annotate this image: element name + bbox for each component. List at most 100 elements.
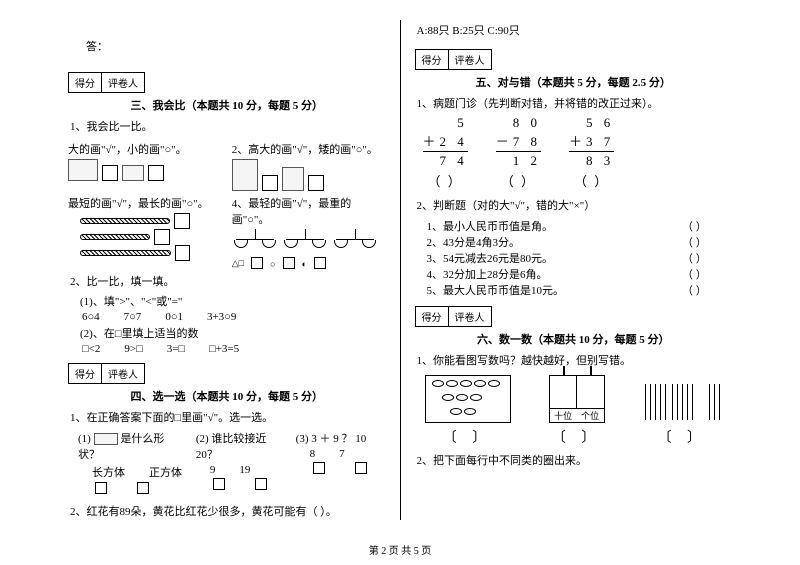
cuboid-icon <box>94 433 118 445</box>
tiger-icon <box>232 159 258 191</box>
judge-item: 2、43分是4角3分。 <box>427 234 683 250</box>
answer-box[interactable] <box>251 257 263 269</box>
answer-box[interactable] <box>137 482 149 494</box>
arith-a: 5 <box>423 115 468 131</box>
rope-icon <box>80 250 171 256</box>
judge-item: 4、32分加上28分是6角。 <box>427 266 683 282</box>
answer-box[interactable] <box>175 245 190 261</box>
q4-sub-row: (1) 是什么形状？ 长方体 正方体 (2) 谁比较接近20？ 9 19 <box>78 430 386 496</box>
q4-sub1-opts: 长方体 正方体 <box>92 464 186 480</box>
judge-blank[interactable]: （ ） <box>682 282 732 298</box>
rope-icon <box>80 218 170 224</box>
arith-b: ＋2 4 <box>423 131 468 150</box>
score-box-4: 得分 评卷人 <box>68 363 145 384</box>
place-value-icon: 十位个位 <box>549 375 605 423</box>
answer-bracket[interactable]: 〔 〕 <box>549 427 605 447</box>
q4-sub2-opts: 9 19 <box>210 464 286 476</box>
judge-blank[interactable]: （ ） <box>682 218 732 234</box>
balance-icon <box>282 229 328 255</box>
grader-cell: 评卷人 <box>102 364 144 383</box>
answer-box[interactable] <box>213 478 225 490</box>
section-5-title: 五、对与错（本题共 5 分，每题 2.5 分） <box>415 74 733 90</box>
arith-r: 7 4 <box>423 151 468 169</box>
opt: 19 <box>239 464 250 476</box>
judge-blank[interactable]: （ ） <box>682 250 732 266</box>
q4-1: 1、在正确答案下面的□里画"√"。选一选。 <box>70 410 386 427</box>
judge-item: 1、最小人民币币值是角。 <box>427 218 683 234</box>
answer-box[interactable] <box>313 462 325 474</box>
q3-2-1-items: 6○4 7○7 0○1 3+3○9 <box>82 311 386 323</box>
animals-row <box>232 159 386 191</box>
arith-r: 8 3 <box>569 151 614 169</box>
answer-bracket[interactable]: 〔 〕 <box>425 427 511 447</box>
paren[interactable]: （ ） <box>423 171 468 190</box>
mc-choices: A:88只 B:25只 C:90只 <box>417 23 733 40</box>
page-footer: 第 2 页 共 5 页 <box>0 542 800 557</box>
q5-2: 2、判断题（对的大"√"，错的大"×"） <box>417 198 733 215</box>
q3-2: 2、比一比，填一填。 <box>70 274 386 291</box>
opt: 正方体 <box>149 464 182 480</box>
arith-3: 5 6 ＋3 7 8 3 （ ） <box>569 115 614 190</box>
sub-q: 是什么形状？ <box>78 433 164 461</box>
count-row: 〔 〕 十位个位 〔 〕 〔 〕 <box>415 375 733 447</box>
answer-box[interactable] <box>148 165 164 181</box>
paren[interactable]: （ ） <box>569 171 614 190</box>
q3-1d: 4、最轻的画"√"，最重的画"○"。 <box>232 195 386 227</box>
arith-1: 5 ＋2 4 7 4 （ ） <box>423 115 468 190</box>
score-cell: 得分 <box>69 364 102 383</box>
answer-box[interactable] <box>262 175 278 191</box>
ropes <box>80 213 190 261</box>
q3-1: 1、我会比一比。 <box>70 119 386 136</box>
q6-1: 1、你能看图写数吗？越快越好，但别写错。 <box>417 353 733 370</box>
q6-2: 2、把下面每行中不同类的圈出来。 <box>417 453 733 470</box>
tally-icon <box>643 384 722 423</box>
judge-blank[interactable]: （ ） <box>682 266 732 282</box>
placevalue-item: 十位个位 〔 〕 <box>549 375 605 447</box>
answer-box[interactable] <box>314 257 326 269</box>
scale-boxes: △□ ○ ◐ <box>232 257 386 269</box>
fill-item: □+3=5 <box>209 343 239 355</box>
score-cell: 得分 <box>69 73 102 92</box>
judge-blank[interactable]: （ ） <box>682 234 732 250</box>
compare-item: 0○1 <box>165 311 183 323</box>
paren[interactable]: （ ） <box>496 171 541 190</box>
opt: 7 <box>339 448 345 460</box>
q3-compare-grid2: 最短的画"√"，最长的画"○"。 4、最轻的画"√"，最重的画"○"。 △□ ○ <box>68 193 386 271</box>
judge-item: 3、54元减去26元是80元。 <box>427 250 683 266</box>
arith-b: ＋3 7 <box>569 131 614 150</box>
q3-2-1-label: (1)、填">"、"<"或"=" <box>80 293 386 309</box>
answer-box[interactable] <box>355 462 367 474</box>
compare-item: 3+3○9 <box>207 311 236 323</box>
arith-b: －7 8 <box>496 131 541 150</box>
abacus-icon <box>425 375 511 423</box>
scales-row <box>232 229 386 255</box>
compare-item: 6○4 <box>82 311 100 323</box>
arith-2: 8 0 －7 8 1 2 （ ） <box>496 115 541 190</box>
opt: 长方体 <box>92 464 125 480</box>
grader-cell: 评卷人 <box>449 307 491 326</box>
q4-sub1: (1) 是什么形状？ <box>78 430 186 462</box>
grader-cell: 评卷人 <box>449 50 491 69</box>
answer-bracket[interactable]: 〔 〕 <box>643 427 722 447</box>
answer-box[interactable] <box>174 213 190 229</box>
opt: 9 <box>210 464 216 476</box>
score-cell: 得分 <box>416 50 449 69</box>
q3-1a: 大的画"√"，小的画"○"。 <box>68 141 222 157</box>
answer-box[interactable] <box>95 482 107 494</box>
abacus-item: 〔 〕 <box>425 375 511 447</box>
answer-label: 答： <box>86 38 386 54</box>
answer-box[interactable] <box>154 229 170 245</box>
answer-box[interactable] <box>283 257 295 269</box>
arith-row: 5 ＋2 4 7 4 （ ） 8 0 －7 8 1 2 （ ） 5 6 ＋3 7… <box>423 115 733 190</box>
answer-box[interactable] <box>255 478 267 490</box>
tens-label: 十位 <box>550 409 577 422</box>
score-box-6: 得分 评卷人 <box>415 306 492 327</box>
arith-r: 1 2 <box>496 151 541 169</box>
q3-2-2-label: (2)、在□里填上适当的数 <box>80 325 386 341</box>
q3-1c: 最短的画"√"，最长的画"○"。 <box>68 195 222 211</box>
judge-item: 5、最大人民币币值是10元。 <box>427 282 683 298</box>
balance-icon <box>232 229 278 255</box>
score-box-3: 得分 评卷人 <box>68 72 145 93</box>
answer-box[interactable] <box>308 175 324 191</box>
answer-box[interactable] <box>102 165 118 181</box>
